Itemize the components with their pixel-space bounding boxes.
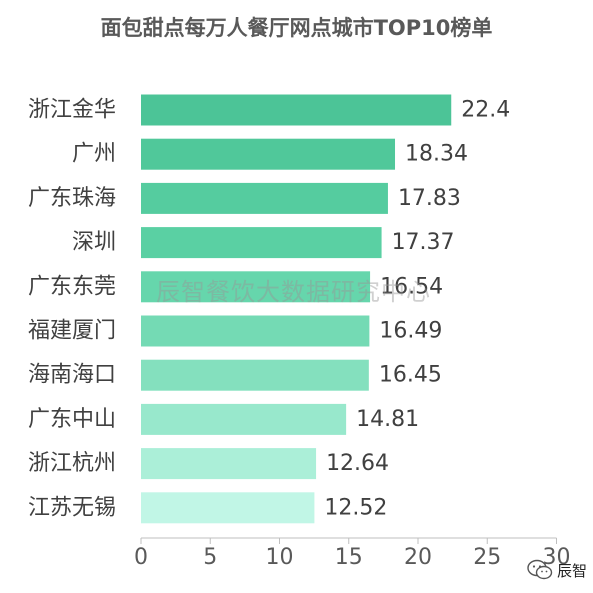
value-label: 12.64 bbox=[326, 451, 389, 476]
bar bbox=[141, 182, 388, 214]
value-label: 16.54 bbox=[380, 274, 443, 299]
category-label: 海南海口 bbox=[28, 363, 116, 388]
category-label: 广东中山 bbox=[28, 407, 116, 432]
x-tick-label: 25 bbox=[473, 545, 501, 570]
value-label: 16.45 bbox=[379, 363, 442, 388]
bar bbox=[141, 315, 370, 347]
x-tick-label: 30 bbox=[543, 545, 571, 570]
category-label: 广东东莞 bbox=[28, 274, 116, 299]
value-label: 12.52 bbox=[324, 495, 387, 520]
wechat-badge: 辰智 bbox=[527, 559, 587, 581]
x-tick-label: 0 bbox=[134, 545, 148, 570]
x-axis: 0 5 10 15 20 25 30 bbox=[134, 537, 571, 570]
category-label: 广州 bbox=[72, 142, 116, 167]
bar bbox=[141, 448, 317, 480]
bar bbox=[141, 359, 369, 391]
x-tick-label: 15 bbox=[335, 545, 363, 570]
category-label: 浙江杭州 bbox=[28, 451, 116, 476]
value-label: 17.37 bbox=[392, 230, 455, 255]
badge-text: 辰智 bbox=[556, 561, 587, 580]
watermark: 辰智餐饮大数据研究中心 bbox=[156, 278, 431, 306]
category-label: 广东珠海 bbox=[28, 186, 116, 211]
x-tick-label: 10 bbox=[266, 545, 294, 570]
bar bbox=[141, 403, 347, 435]
value-label: 16.49 bbox=[379, 319, 442, 344]
category-label: 福建厦门 bbox=[28, 319, 116, 344]
bar bbox=[141, 138, 396, 170]
x-tick-label: 5 bbox=[203, 545, 217, 570]
bar bbox=[141, 492, 315, 524]
bar bbox=[141, 271, 371, 303]
bars-layer: 浙江金华 22.4 广州 18.34 广东珠海 17.83 深圳 17.37 广东东莞 16.54… bbox=[28, 94, 510, 524]
bar bbox=[141, 94, 452, 126]
category-label: 浙江金华 bbox=[28, 98, 116, 123]
chart-title: 面包甜点每万人餐厅网点城市TOP10榜单 bbox=[100, 16, 493, 40]
bar bbox=[141, 227, 382, 259]
wechat-icon bbox=[527, 559, 553, 580]
value-label: 14.81 bbox=[356, 407, 419, 432]
category-label: 深圳 bbox=[72, 230, 116, 255]
value-label: 18.34 bbox=[405, 142, 468, 167]
value-label: 17.83 bbox=[398, 186, 461, 211]
value-label: 22.4 bbox=[461, 98, 510, 123]
x-tick-label: 20 bbox=[404, 545, 432, 570]
category-label: 江苏无锡 bbox=[28, 495, 116, 520]
